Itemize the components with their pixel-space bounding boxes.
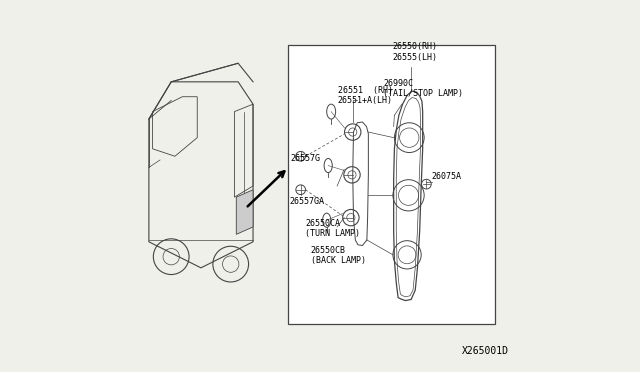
Text: 26990C
(TAIL/STOP LAMP): 26990C (TAIL/STOP LAMP)	[383, 78, 463, 98]
Text: 26551  (RH)
26551+A(LH): 26551 (RH) 26551+A(LH)	[338, 86, 393, 105]
Text: 26550(RH)
26555(LH): 26550(RH) 26555(LH)	[392, 42, 438, 61]
Text: 26557G: 26557G	[291, 154, 320, 163]
Polygon shape	[236, 190, 253, 234]
Text: 26075A: 26075A	[431, 171, 461, 180]
Text: 26557GA: 26557GA	[289, 197, 324, 206]
Text: 26550CA
(TURN LAMP): 26550CA (TURN LAMP)	[305, 219, 360, 238]
Text: X265001D: X265001D	[462, 346, 509, 356]
Text: 26550CB
(BACK LAMP): 26550CB (BACK LAMP)	[310, 246, 365, 265]
Bar	[289, 45, 495, 324]
